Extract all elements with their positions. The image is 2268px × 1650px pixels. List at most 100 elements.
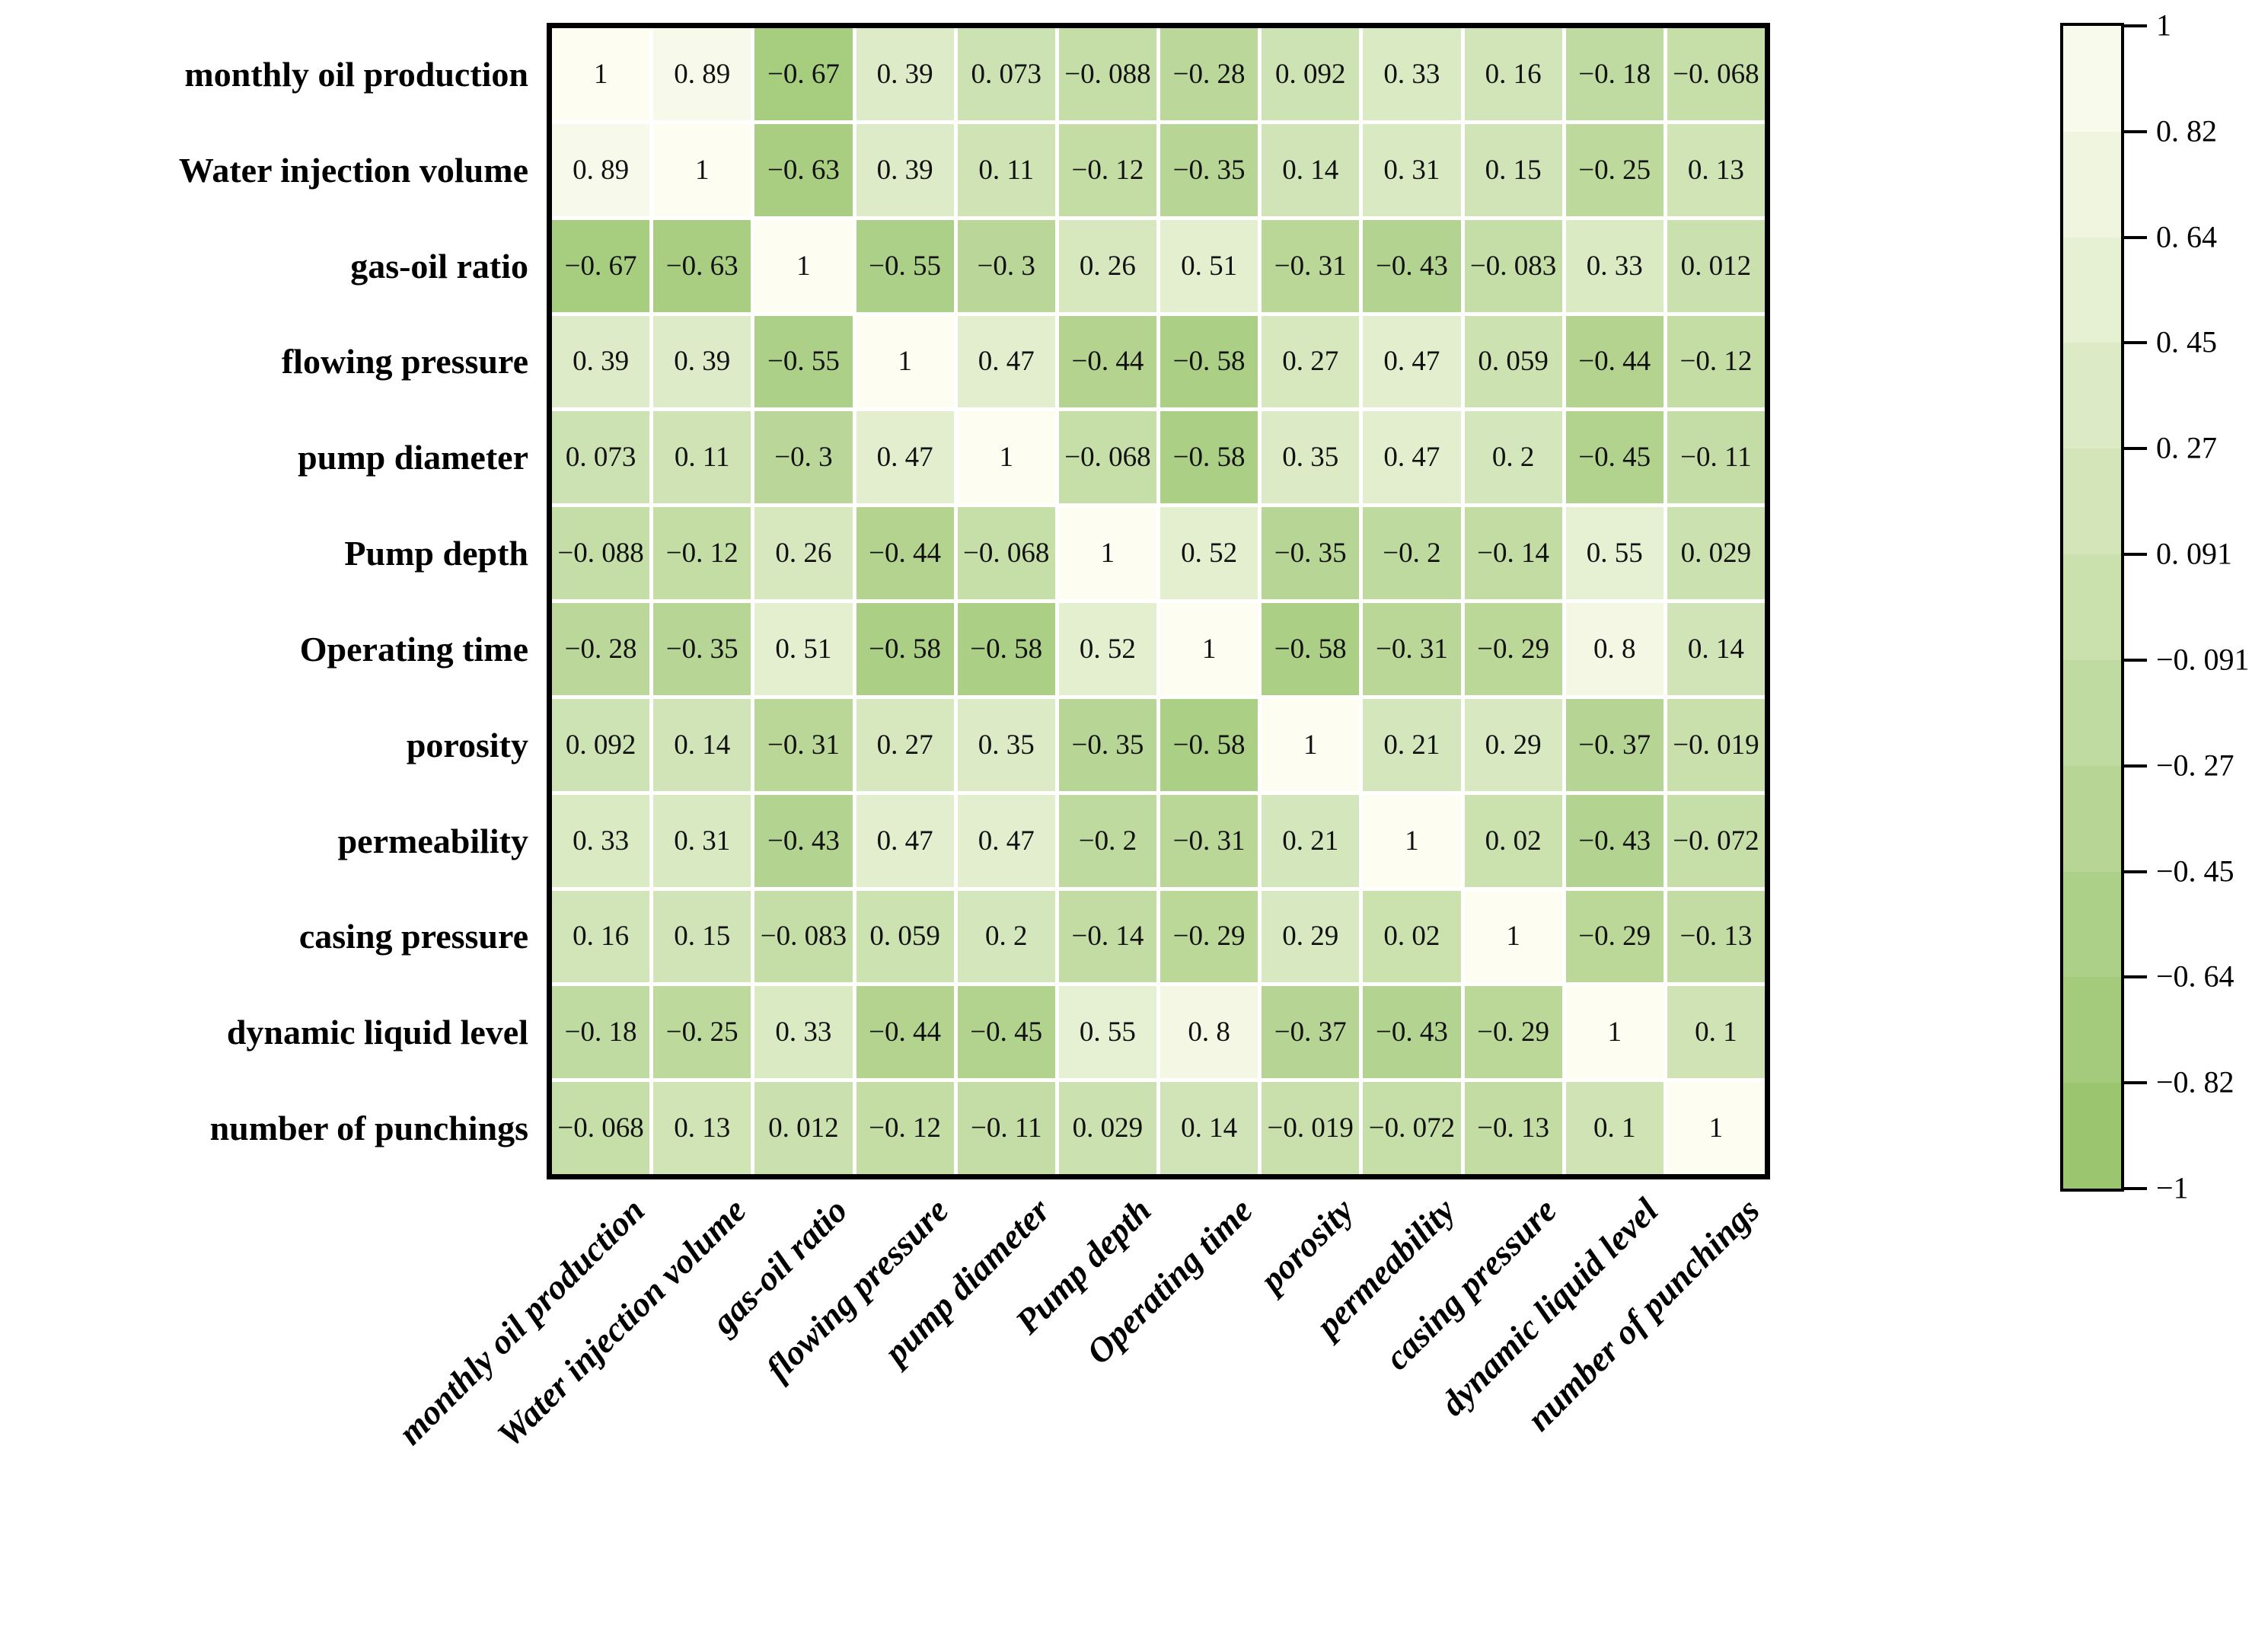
y-axis-label: casing pressure bbox=[298, 917, 528, 956]
heatmap-cell-number-of-punchings-x-gas-oil-ratio: 0. 012 bbox=[754, 1082, 853, 1174]
heatmap-cell-pump-diameter-x-gas-oil-ratio: −0. 3 bbox=[754, 411, 853, 504]
colorbar-band bbox=[2063, 977, 2121, 1084]
heatmap-cell-permeability-x-flowing-pressure: 0. 47 bbox=[856, 794, 954, 887]
heatmap-cell-dynamic-liquid-level-x-pump-diameter: −0. 45 bbox=[957, 986, 1055, 1079]
heatmap-cell-number-of-punchings-x-dynamic-liquid-level: 0. 1 bbox=[1565, 1082, 1664, 1174]
heatmap-cell-monthly-oil-production-x-pump-diameter: 0. 073 bbox=[957, 28, 1055, 120]
heatmap-cell-dynamic-liquid-level-x-casing-pressure: −0. 29 bbox=[1464, 986, 1562, 1079]
heatmap-cell-number-of-punchings-x-casing-pressure: −0. 13 bbox=[1464, 1082, 1562, 1174]
heatmap-cell-Pump-depth-x-casing-pressure: −0. 14 bbox=[1464, 507, 1562, 599]
heatmap-cell-porosity-x-casing-pressure: 0. 29 bbox=[1464, 698, 1562, 791]
colorbar-tick-label: −1 bbox=[2156, 1170, 2189, 1205]
heatmap-cell-Water-injection-volume-x-Operating-time: −0. 35 bbox=[1160, 123, 1258, 216]
colorbar-band bbox=[2063, 871, 2121, 978]
heatmap-cell-flowing-pressure-x-Pump-depth: −0. 44 bbox=[1058, 315, 1156, 408]
heatmap-cell-porosity-x-permeability: 0. 21 bbox=[1363, 698, 1461, 791]
heatmap-cell-Pump-depth-x-Pump-depth: 1 bbox=[1058, 507, 1156, 599]
heatmap-cell-permeability-x-Pump-depth: −0. 2 bbox=[1058, 794, 1156, 887]
heatmap-cell-casing-pressure-x-porosity: 0. 29 bbox=[1262, 890, 1360, 983]
colorbar-tick bbox=[2124, 975, 2147, 979]
colorbar-tick-label: −0. 091 bbox=[2156, 642, 2250, 677]
heatmap-cell-dynamic-liquid-level-x-Operating-time: 0. 8 bbox=[1160, 986, 1258, 1079]
heatmap-cell-pump-diameter-x-Water-injection-volume: 0. 11 bbox=[653, 411, 751, 504]
heatmap-cell-pump-diameter-x-casing-pressure: 0. 2 bbox=[1464, 411, 1562, 504]
heatmap-cell-Pump-depth-x-pump-diameter: −0. 068 bbox=[957, 507, 1055, 599]
heatmap-cell-permeability-x-permeability: 1 bbox=[1363, 794, 1461, 887]
heatmap-cell-Pump-depth-x-number-of-punchings: 0. 029 bbox=[1667, 507, 1765, 599]
heatmap-cell-number-of-punchings-x-Water-injection-volume: 0. 13 bbox=[653, 1082, 751, 1174]
heatmap-cell-flowing-pressure-x-monthly-oil-production: 0. 39 bbox=[552, 315, 650, 408]
heatmap-cell-dynamic-liquid-level-x-permeability: −0. 43 bbox=[1363, 986, 1461, 1079]
heatmap-cell-monthly-oil-production-x-dynamic-liquid-level: −0. 18 bbox=[1565, 28, 1664, 120]
heatmap-cell-casing-pressure-x-Water-injection-volume: 0. 15 bbox=[653, 890, 751, 983]
heatmap-cell-flowing-pressure-x-dynamic-liquid-level: −0. 44 bbox=[1565, 315, 1664, 408]
heatmap-cell-pump-diameter-x-dynamic-liquid-level: −0. 45 bbox=[1565, 411, 1664, 504]
y-axis-label: porosity bbox=[406, 725, 528, 764]
y-axis-label: permeability bbox=[337, 821, 528, 860]
heatmap-cell-Water-injection-volume-x-permeability: 0. 31 bbox=[1363, 123, 1461, 216]
heatmap-cell-Pump-depth-x-dynamic-liquid-level: 0. 55 bbox=[1565, 507, 1664, 599]
heatmap-cell-Pump-depth-x-monthly-oil-production: −0. 088 bbox=[552, 507, 650, 599]
heatmap-cell-flowing-pressure-x-Operating-time: −0. 58 bbox=[1160, 315, 1258, 408]
heatmap-cell-permeability-x-Water-injection-volume: 0. 31 bbox=[653, 794, 751, 887]
colorbar-tick-label: 1 bbox=[2156, 8, 2171, 43]
heatmap-cell-Operating-time-x-permeability: −0. 31 bbox=[1363, 603, 1461, 695]
heatmap-cell-Water-injection-volume-x-number-of-punchings: 0. 13 bbox=[1667, 123, 1765, 216]
heatmap-cell-Water-injection-volume-x-gas-oil-ratio: −0. 63 bbox=[754, 123, 853, 216]
y-axis-label: pump diameter bbox=[298, 438, 528, 477]
heatmap-cell-Operating-time-x-pump-diameter: −0. 58 bbox=[957, 603, 1055, 695]
heatmap-cell-monthly-oil-production-x-number-of-punchings: −0. 068 bbox=[1667, 28, 1765, 120]
heatmap-cell-pump-diameter-x-monthly-oil-production: 0. 073 bbox=[552, 411, 650, 504]
heatmap-cell-Water-injection-volume-x-Water-injection-volume: 1 bbox=[653, 123, 751, 216]
heatmap-cell-monthly-oil-production-x-casing-pressure: 0. 16 bbox=[1464, 28, 1562, 120]
heatmap-cell-Operating-time-x-porosity: −0. 58 bbox=[1262, 603, 1360, 695]
heatmap-cell-monthly-oil-production-x-Pump-depth: −0. 088 bbox=[1058, 28, 1156, 120]
heatmap-cell-gas-oil-ratio-x-permeability: −0. 43 bbox=[1363, 219, 1461, 312]
heatmap-cell-permeability-x-casing-pressure: 0. 02 bbox=[1464, 794, 1562, 887]
heatmap-cell-monthly-oil-production-x-porosity: 0. 092 bbox=[1262, 28, 1360, 120]
heatmap-cell-monthly-oil-production-x-gas-oil-ratio: −0. 67 bbox=[754, 28, 853, 120]
heatmap-cell-Operating-time-x-Water-injection-volume: −0. 35 bbox=[653, 603, 751, 695]
colorbar-tick bbox=[2124, 1187, 2147, 1190]
colorbar-tick bbox=[2124, 1081, 2147, 1085]
y-axis-label: monthly oil production bbox=[184, 54, 528, 94]
colorbar-tick bbox=[2124, 658, 2147, 662]
heatmap-cell-gas-oil-ratio-x-porosity: −0. 31 bbox=[1262, 219, 1360, 312]
heatmap-cell-flowing-pressure-x-porosity: 0. 27 bbox=[1262, 315, 1360, 408]
heatmap-cell-number-of-punchings-x-flowing-pressure: −0. 12 bbox=[856, 1082, 954, 1174]
heatmap-cell-pump-diameter-x-Pump-depth: −0. 068 bbox=[1058, 411, 1156, 504]
heatmap-cell-Operating-time-x-number-of-punchings: 0. 14 bbox=[1667, 603, 1765, 695]
heatmap-cell-permeability-x-dynamic-liquid-level: −0. 43 bbox=[1565, 794, 1664, 887]
heatmap-cell-Operating-time-x-Operating-time: 1 bbox=[1160, 603, 1258, 695]
heatmap-cell-casing-pressure-x-pump-diameter: 0. 2 bbox=[957, 890, 1055, 983]
heatmap-cell-permeability-x-number-of-punchings: −0. 072 bbox=[1667, 794, 1765, 887]
heatmap-cell-gas-oil-ratio-x-Operating-time: 0. 51 bbox=[1160, 219, 1258, 312]
heatmap-cell-flowing-pressure-x-casing-pressure: 0. 059 bbox=[1464, 315, 1562, 408]
heatmap-cell-Water-injection-volume-x-porosity: 0. 14 bbox=[1262, 123, 1360, 216]
heatmap-cell-flowing-pressure-x-pump-diameter: 0. 47 bbox=[957, 315, 1055, 408]
y-axis-label: gas-oil ratio bbox=[350, 246, 528, 286]
heatmap-cell-number-of-punchings-x-number-of-punchings: 1 bbox=[1667, 1082, 1765, 1174]
heatmap-cell-monthly-oil-production-x-Water-injection-volume: 0. 89 bbox=[653, 28, 751, 120]
heatmap-cell-Pump-depth-x-Water-injection-volume: −0. 12 bbox=[653, 507, 751, 599]
heatmap-cell-gas-oil-ratio-x-Pump-depth: 0. 26 bbox=[1058, 219, 1156, 312]
heatmap-cell-dynamic-liquid-level-x-Water-injection-volume: −0. 25 bbox=[653, 986, 751, 1079]
colorbar-tick-label: −0. 45 bbox=[2156, 854, 2235, 889]
heatmap-cell-porosity-x-porosity: 1 bbox=[1262, 698, 1360, 791]
heatmap-cell-Operating-time-x-gas-oil-ratio: 0. 51 bbox=[754, 603, 853, 695]
y-axis-label: Pump depth bbox=[344, 534, 528, 573]
colorbar-band bbox=[2063, 554, 2121, 660]
heatmap-cell-porosity-x-Water-injection-volume: 0. 14 bbox=[653, 698, 751, 791]
heatmap-cell-flowing-pressure-x-Water-injection-volume: 0. 39 bbox=[653, 315, 751, 408]
heatmap-cell-flowing-pressure-x-permeability: 0. 47 bbox=[1363, 315, 1461, 408]
heatmap-cell-casing-pressure-x-number-of-punchings: −0. 13 bbox=[1667, 890, 1765, 983]
heatmap-cell-Operating-time-x-dynamic-liquid-level: 0. 8 bbox=[1565, 603, 1664, 695]
heatmap-cell-Water-injection-volume-x-casing-pressure: 0. 15 bbox=[1464, 123, 1562, 216]
heatmap-cell-porosity-x-Operating-time: −0. 58 bbox=[1160, 698, 1258, 791]
heatmap-cell-casing-pressure-x-casing-pressure: 1 bbox=[1464, 890, 1562, 983]
heatmap-cell-Water-injection-volume-x-dynamic-liquid-level: −0. 25 bbox=[1565, 123, 1664, 216]
x-axis-label: flowing pressure bbox=[758, 1190, 956, 1388]
colorbar-tick bbox=[2124, 553, 2147, 557]
heatmap-cell-number-of-punchings-x-porosity: −0. 019 bbox=[1262, 1082, 1360, 1174]
y-axis-label: Operating time bbox=[299, 629, 528, 669]
